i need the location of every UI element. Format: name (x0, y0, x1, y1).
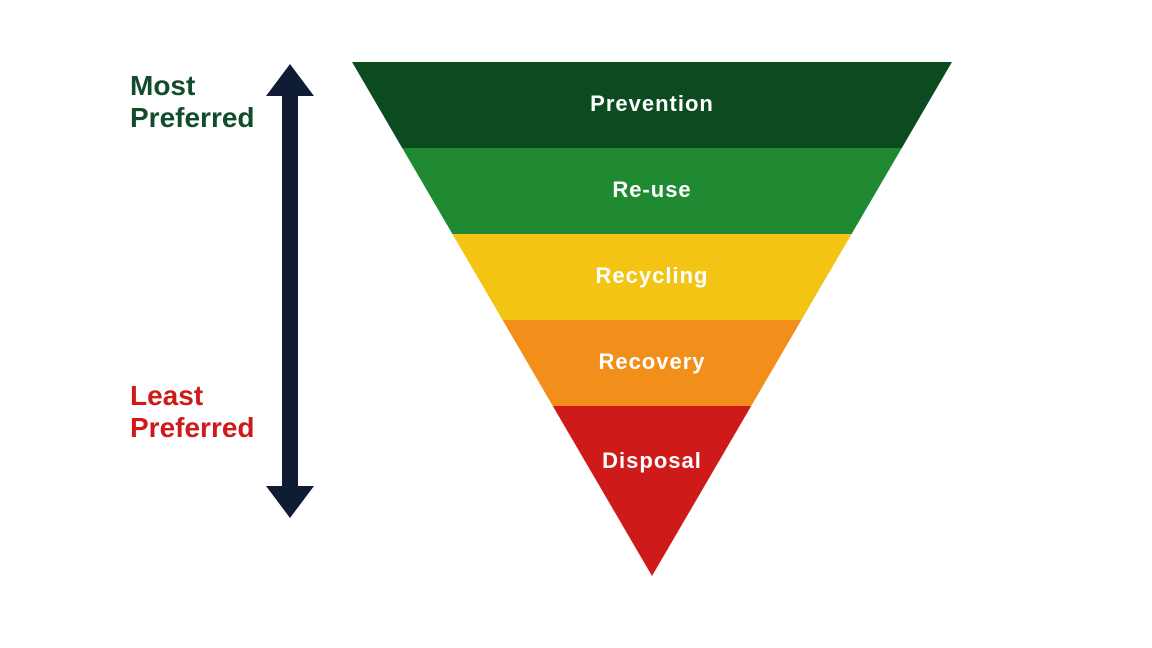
pyramid-band-label: Recycling (596, 263, 709, 288)
preference-arrow (262, 60, 318, 522)
pyramid-band-label: Re-use (612, 177, 691, 202)
least-preferred-label: LeastPreferred (130, 380, 255, 444)
pyramid-band-disposal (553, 406, 751, 576)
double-arrow-icon (266, 64, 314, 518)
waste-hierarchy-pyramid: Prevention Re-use Recycling Recovery Disposa… (332, 42, 972, 596)
pyramid-band-label: Disposal (602, 448, 702, 473)
pyramid-band-label: Recovery (598, 349, 705, 374)
pyramid-band-label: Prevention (590, 91, 714, 116)
most-preferred-label: MostPreferred (130, 70, 255, 134)
waste-hierarchy-diagram: MostPreferred LeastPreferred Prevention R… (0, 0, 1152, 648)
